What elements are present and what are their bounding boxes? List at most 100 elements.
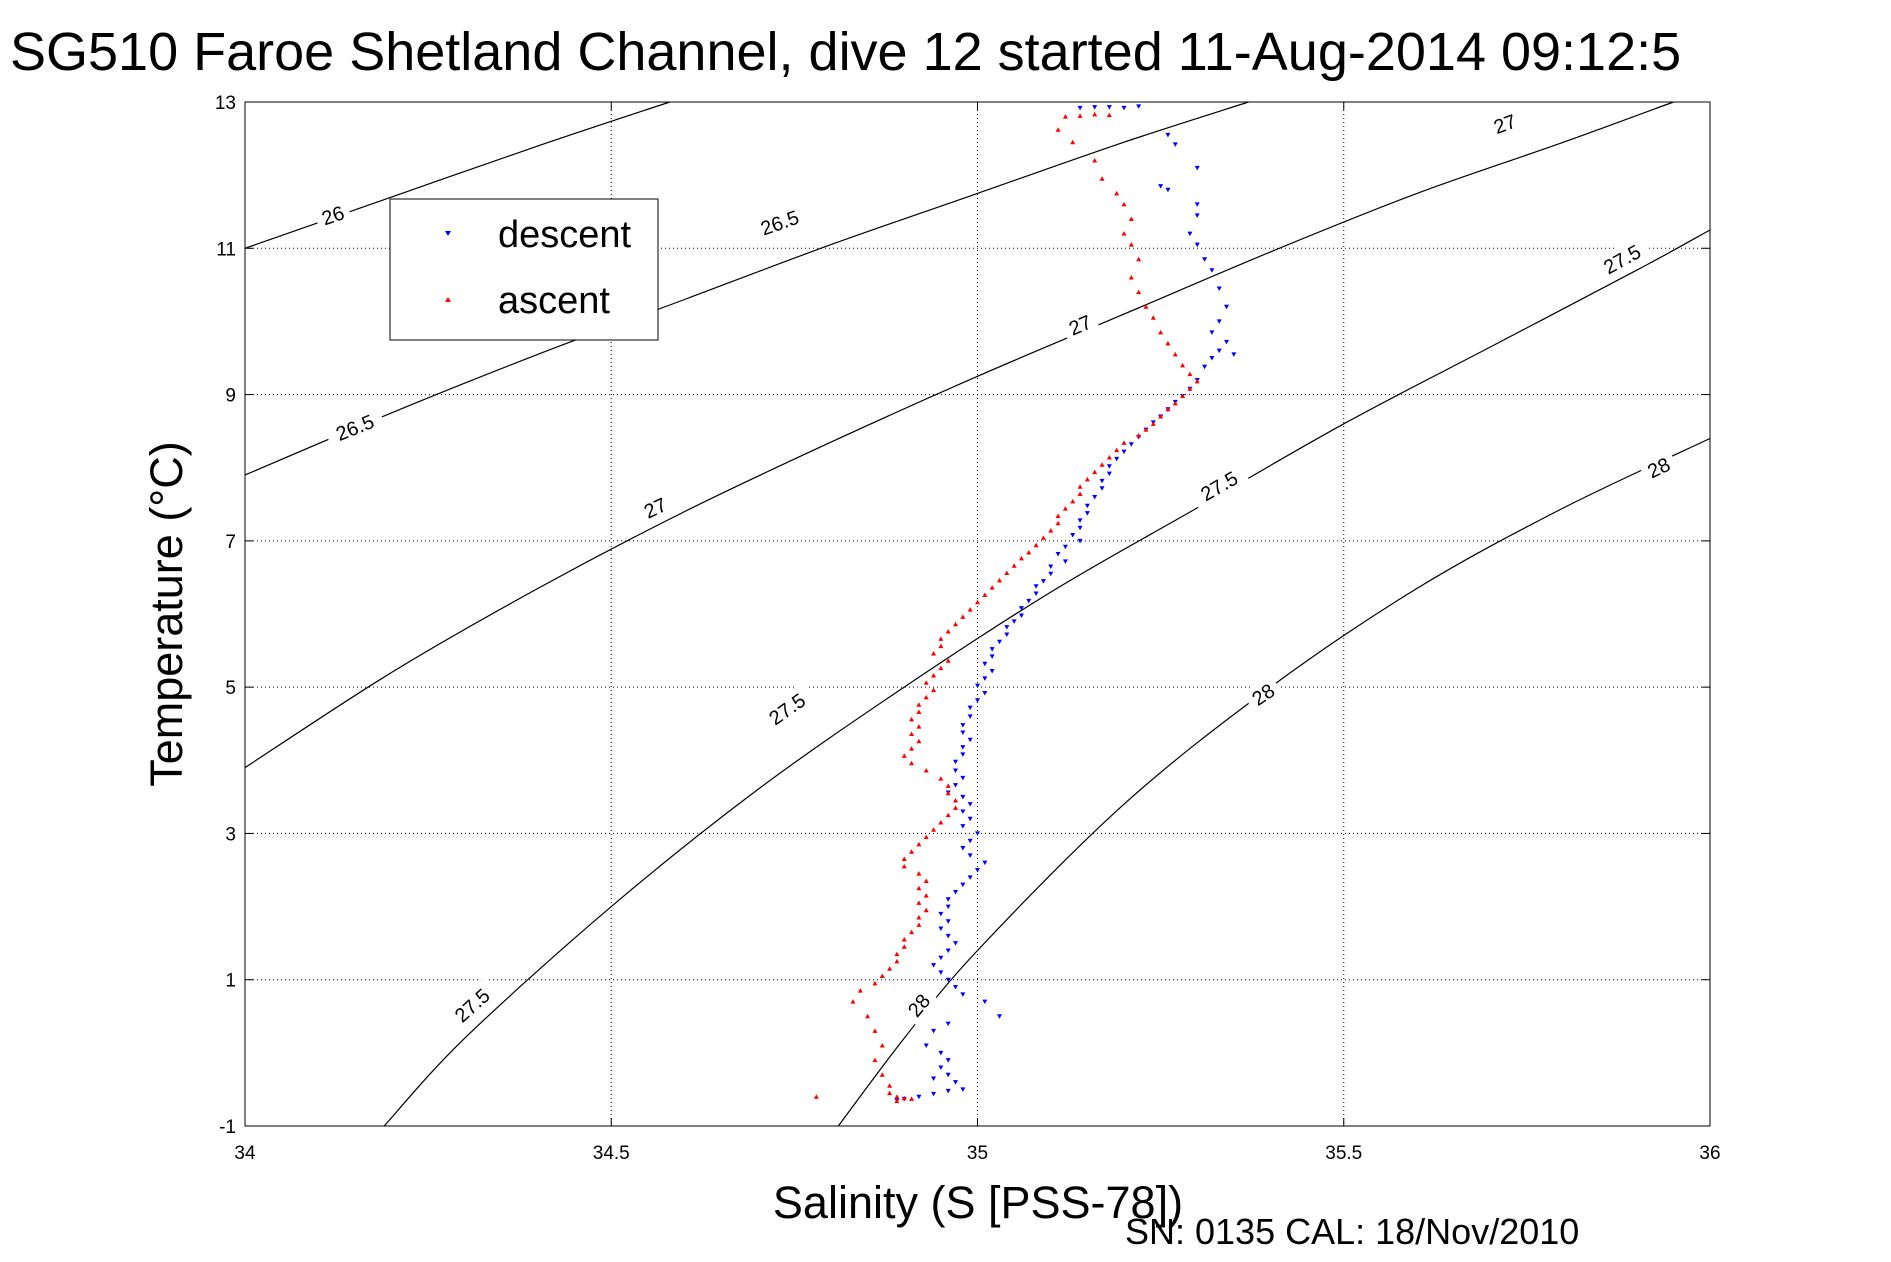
descent-point [1128, 442, 1134, 447]
descent-point [1092, 105, 1098, 110]
descent-point [938, 1050, 944, 1056]
contour-label-bg [441, 976, 502, 1033]
ascent-point [967, 607, 973, 612]
ascent-point [1121, 231, 1127, 236]
density-contour-27 [244, 101, 1674, 769]
ascent-point [879, 1043, 885, 1048]
ascent-point [931, 827, 937, 832]
ascent-point [887, 966, 893, 971]
ascent-point [872, 980, 878, 986]
legend-marker-ascent [445, 297, 451, 302]
ascent-point [916, 738, 922, 744]
contour-label-bg [312, 197, 353, 232]
descent-point [1187, 231, 1193, 237]
contour-label-bg [1590, 233, 1653, 283]
ascent-point [916, 900, 922, 905]
descent-point [967, 802, 973, 807]
descent-point [1121, 105, 1127, 111]
density-contour-26 [244, 101, 670, 249]
descent-point [931, 963, 937, 968]
ascent-point [953, 621, 959, 627]
descent-point [967, 838, 973, 844]
legend-label-descent: descent [498, 214, 632, 256]
descent-point [960, 794, 966, 800]
ascent-point [1150, 421, 1156, 426]
ascent-point [1136, 433, 1142, 438]
descent-point [1084, 511, 1090, 516]
descent-point [1194, 213, 1200, 218]
descent-point [1048, 564, 1054, 569]
ascent-point [953, 798, 959, 803]
ascent-point [975, 599, 980, 605]
y-tick-label: 13 [215, 93, 236, 114]
ascent-point [1004, 570, 1010, 576]
ascent-point [901, 944, 907, 949]
descent-point [945, 1058, 951, 1063]
ascent-point [901, 936, 907, 942]
ascent-point [850, 999, 856, 1004]
descent-point [1194, 242, 1200, 248]
descent-point [996, 639, 1002, 645]
descent-point [1099, 478, 1105, 484]
descent-point [960, 1087, 966, 1092]
ascent-point [931, 687, 937, 693]
ascent-point [945, 629, 951, 634]
descent-point [1216, 286, 1222, 292]
descent-point [938, 911, 944, 917]
ascent-point [1077, 484, 1083, 489]
ascent-point [879, 973, 885, 979]
descent-point [1194, 165, 1200, 171]
ascent-point [1187, 386, 1193, 391]
y-tick-label: 1 [225, 971, 236, 992]
descent-point [1209, 268, 1215, 273]
contour-label-bg [1059, 306, 1101, 342]
descent-point [1099, 486, 1105, 491]
descent-point [1004, 632, 1010, 637]
descent-point [975, 868, 980, 873]
ascent-point [1070, 498, 1076, 504]
series-ascent [813, 111, 1200, 1104]
descent-point [967, 816, 973, 822]
density-contour-26-5 [244, 101, 1249, 476]
legend: descent ascent [389, 198, 659, 341]
x-tick-label: 35 [967, 1143, 988, 1164]
ascent-point [945, 790, 951, 796]
ascent-point [1136, 289, 1142, 295]
contour-label-bg [748, 200, 811, 243]
descent-point [982, 690, 988, 696]
y-tick-label: 9 [225, 386, 236, 407]
ascent-point [989, 585, 995, 590]
descent-point [945, 919, 951, 924]
descent-point [982, 860, 988, 866]
descent-point [1077, 538, 1083, 544]
descent-point [960, 723, 966, 728]
descent-point [1040, 579, 1046, 584]
descent-point [953, 985, 959, 990]
ascent-point [916, 709, 922, 715]
ascent-point [945, 783, 951, 788]
descent-point [1084, 503, 1090, 509]
legend-marker-descent [445, 231, 451, 236]
descent-point [982, 999, 988, 1005]
contour-label-bg [634, 488, 676, 526]
descent-point [938, 970, 944, 975]
ascent-point [938, 643, 944, 649]
descent-point [960, 824, 966, 829]
descent-point [1158, 184, 1164, 189]
ascent-point [857, 988, 863, 993]
descent-point [1106, 471, 1112, 477]
ascent-point [916, 885, 922, 891]
descent-point [945, 897, 951, 902]
descent-point [1194, 202, 1200, 207]
descent-point [1062, 559, 1068, 564]
ascent-point [931, 672, 937, 678]
ascent-point [931, 650, 937, 656]
footnote: SN: 0135 CAL: 18/Nov/2010 [1125, 1211, 1579, 1252]
contour-label-bg [1187, 460, 1250, 510]
ascent-point [1114, 190, 1120, 196]
ascent-point [916, 702, 922, 707]
ascent-point [1084, 476, 1090, 482]
ascent-point [1077, 113, 1083, 118]
